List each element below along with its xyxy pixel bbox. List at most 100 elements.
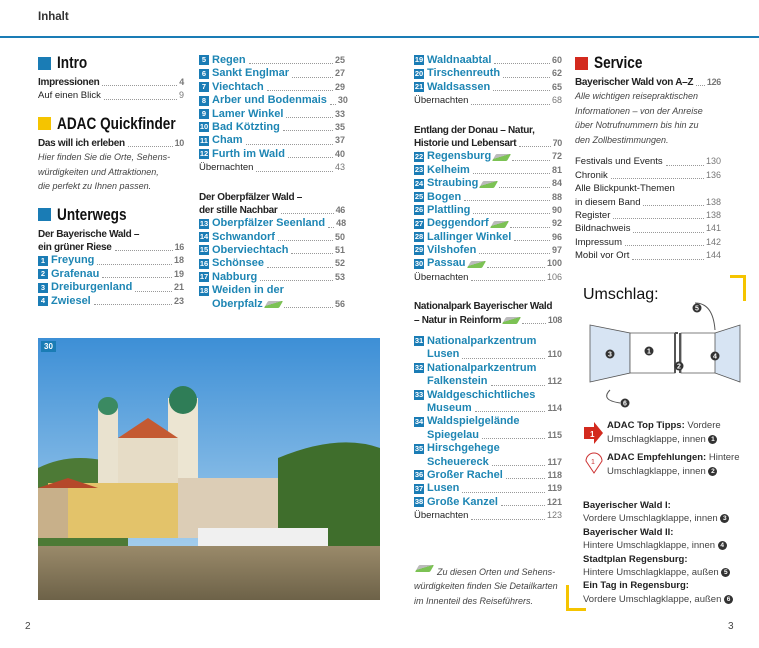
- entry-label: Das will ich erleben: [38, 137, 125, 149]
- toc-entry[interactable]: Übernachten 43: [199, 161, 345, 174]
- toc-column-2: 5 Regen 25 6 Sankt Englmar 27 7 Viechtach 29 8 Arb…: [199, 54, 348, 311]
- description-text: über Notrufnummern bis hin zu: [575, 118, 721, 133]
- toc-destination[interactable]: 23 Kelheim 81: [414, 164, 562, 177]
- toc-entry[interactable]: in diesem Band 138: [575, 196, 721, 209]
- toc-destination[interactable]: 1 Freyung 18: [38, 254, 184, 267]
- cover-map-location: Hintere Umschlagklappe, außen 5: [583, 566, 733, 579]
- destination-label: Große Kanzel: [427, 495, 498, 508]
- toc-destination[interactable]: 29 Vilshofen 97: [414, 244, 562, 257]
- destination-number-badge: 7: [199, 82, 209, 93]
- toc-destination[interactable]: 20 Tirschenreuth 62: [414, 67, 562, 80]
- toc-entry[interactable]: Historie und Lebensart 70: [414, 137, 562, 150]
- toc-destination[interactable]: Museum 114: [414, 402, 562, 415]
- toc-destination[interactable]: 11 Cham 37: [199, 134, 345, 147]
- toc-destination[interactable]: 27 Deggendorf 92: [414, 217, 562, 230]
- destination-label: Vilshofen: [427, 244, 477, 257]
- toc-entry[interactable]: Register 138: [575, 209, 721, 222]
- toc-destination[interactable]: Lusen 110: [414, 348, 562, 361]
- toc-destination[interactable]: 6 Sankt Englmar 27: [199, 67, 345, 80]
- description-text: würdigkeiten finden Sie Detailkarten: [414, 579, 562, 594]
- toc-entry[interactable]: Chronik 136: [575, 169, 721, 182]
- page-number: 117: [547, 456, 562, 467]
- toc-destination[interactable]: 15 Oberviechtach 51: [199, 244, 345, 257]
- page-number: 30: [337, 95, 348, 106]
- toc-destination[interactable]: 30 Passau 100: [414, 257, 562, 270]
- toc-destination[interactable]: 22 Regensburg 72: [414, 150, 562, 163]
- toc-destination[interactable]: 4 Zwiesel 23: [38, 295, 184, 308]
- toc-destination[interactable]: 34 Waldspielgelände: [414, 415, 562, 428]
- toc-entry[interactable]: Auf einen Blick 9: [38, 89, 184, 102]
- toc-destination[interactable]: Spiegelau 115: [414, 429, 562, 442]
- destination-label: Bogen: [427, 190, 462, 203]
- toc-destination[interactable]: 32 Nationalparkzentrum: [414, 362, 562, 375]
- toc-destination[interactable]: 26 Plattling 90: [414, 204, 562, 217]
- dot-leader: [509, 226, 550, 228]
- cover-map-location: Vordere Umschlagklappe, innen 3: [583, 512, 733, 525]
- toc-entry[interactable]: Impressum 142: [575, 236, 721, 249]
- cover-map-location: Vordere Umschlagklappe, außen 6: [583, 593, 733, 606]
- toc-destination[interactable]: Scheuereck 117: [414, 456, 562, 469]
- toc-entry[interactable]: Übernachten 68: [414, 94, 562, 107]
- toc-destination[interactable]: 31 Nationalparkzentrum: [414, 335, 562, 348]
- toc-entry[interactable]: ein grüner Riese 16: [38, 241, 184, 254]
- toc-destination[interactable]: 25 Bogen 88: [414, 191, 562, 204]
- toc-entry[interactable]: Festivals und Events 130: [575, 155, 721, 168]
- toc-destination[interactable]: 7 Viechtach 29: [199, 81, 345, 94]
- toc-destination[interactable]: 13 Oberpfälzer Seenland 48: [199, 217, 346, 230]
- toc-entry[interactable]: Übernachten 123: [414, 509, 562, 522]
- map-location: Hintere Umschlagklappe, innen: [583, 540, 716, 552]
- toc-destination[interactable]: 33 Waldgeschichtliches: [414, 389, 562, 402]
- destination-label: Falkenstein: [427, 375, 488, 388]
- destination-label: Plattling: [427, 203, 471, 216]
- destination-number-badge: 23: [414, 165, 424, 176]
- toc-destination[interactable]: 21 Waldsassen 65: [414, 81, 562, 94]
- toc-destination[interactable]: 24 Straubing 84: [414, 177, 562, 190]
- dot-leader: [283, 307, 333, 309]
- toc-entry[interactable]: Bildnachweis 141: [575, 222, 721, 235]
- page-number: 123: [546, 510, 562, 521]
- toc-destination[interactable]: 28 Lallinger Winkel 96: [414, 231, 562, 244]
- toc-destination[interactable]: 18 Weiden in der: [199, 284, 345, 297]
- toc-destination[interactable]: Oberpfalz 56: [199, 298, 345, 311]
- toc-subheading: Entlang der Donau – Natur,: [414, 124, 562, 137]
- toc-entry[interactable]: Bayerischer Wald von A–Z 126: [575, 76, 721, 89]
- toc-destination[interactable]: 8 Arber und Bodenmais 30: [199, 94, 348, 107]
- dot-leader: [245, 143, 333, 145]
- toc-destination[interactable]: 14 Schwandorf 50: [199, 231, 345, 244]
- toc-destination[interactable]: Falkenstein 112: [414, 375, 562, 388]
- photo-number-badge: 30: [41, 341, 56, 352]
- toc-entry[interactable]: – Natur in Reinform 108: [414, 314, 562, 327]
- page-number: 25: [334, 54, 345, 65]
- toc-destination[interactable]: 5 Regen 25: [199, 54, 345, 67]
- toc-entry[interactable]: Das will ich erleben 10: [38, 137, 184, 150]
- toc-destination[interactable]: 38 Große Kanzel 121: [414, 496, 562, 509]
- detail-map-icon: [489, 220, 509, 228]
- toc-destination[interactable]: 37 Lusen 119: [414, 482, 562, 495]
- toc-destination[interactable]: 12 Furth im Wald 40: [199, 148, 345, 161]
- subheading-label: Entlang der Donau – Natur,: [414, 124, 535, 136]
- page-number: 16: [174, 242, 185, 253]
- toc-destination[interactable]: 35 Hirschgehege: [414, 442, 562, 455]
- map-location: Vordere Umschlagklappe, innen: [583, 513, 718, 525]
- dot-leader: [503, 76, 550, 78]
- toc-destination[interactable]: 9 Lamer Winkel 33: [199, 108, 345, 121]
- dot-leader: [479, 253, 550, 255]
- toc-destination[interactable]: 19 Waldnaabtal 60: [414, 54, 562, 67]
- toc-destination[interactable]: 36 Großer Rachel 118: [414, 469, 562, 482]
- page-number: 18: [173, 255, 184, 266]
- toc-destination[interactable]: 3 Dreiburgenland 21: [38, 281, 184, 294]
- toc-entry[interactable]: Mobil vor Ort 144: [575, 249, 721, 262]
- toc-entry[interactable]: der stille Nachbar 46: [199, 204, 345, 217]
- toc-destination[interactable]: 17 Nabburg 53: [199, 271, 345, 284]
- dot-leader: [277, 240, 333, 242]
- toc-destination[interactable]: 10 Bad Kötzting 35: [199, 121, 345, 134]
- page-number: 65: [551, 81, 562, 92]
- toc-destination[interactable]: 16 Schönsee 52: [199, 257, 345, 270]
- toc-entry[interactable]: Impressionen 4: [38, 76, 184, 89]
- destination-label: Oberpfalz: [212, 297, 263, 310]
- dot-leader: [135, 290, 172, 292]
- dot-leader: [127, 146, 173, 148]
- toc-entry[interactable]: Übernachten 106: [414, 271, 562, 284]
- toc-destination[interactable]: 2 Grafenau 19: [38, 268, 184, 281]
- diagram-marker-5: [692, 303, 702, 313]
